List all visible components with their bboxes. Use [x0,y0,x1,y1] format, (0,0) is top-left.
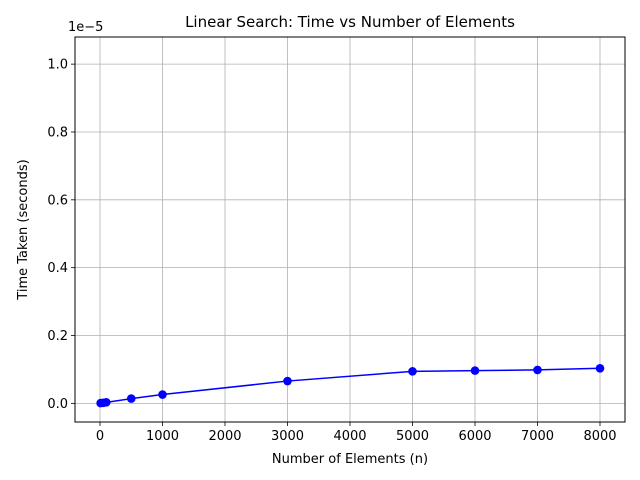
data-point [126,394,136,403]
y-tick-label: 0.0 [47,397,68,412]
chart-title: Linear Search: Time vs Number of Element… [185,13,515,31]
x-tick-label: 6000 [458,429,491,444]
x-tick-label: 3000 [271,429,304,444]
y-tick-label: 0.4 [47,261,68,276]
x-tick-label: 8000 [583,429,616,444]
x-tick-label: 2000 [208,429,241,444]
series-layer [96,364,605,408]
y-ticks: 0.0 0.2 0.4 0.6 0.8 1.0 [47,58,75,412]
data-point [595,364,605,373]
x-tick-label: 1000 [146,429,179,444]
x-ticks: 0 1000 2000 3000 4000 5000 6000 7000 8000 [96,422,617,444]
x-tick-label: 7000 [521,429,554,444]
x-tick-label: 0 [96,429,104,444]
x-tick-label: 5000 [396,429,429,444]
y-tick-label: 0.2 [47,329,68,344]
data-point [101,398,111,407]
data-point [408,367,417,376]
data-point [470,366,480,375]
y-tick-label: 0.6 [47,193,68,208]
y-tick-label: 1.0 [47,58,68,73]
data-point [158,390,167,399]
y-tick-label: 0.8 [47,125,68,140]
data-point [533,365,542,375]
x-tick-label: 4000 [333,429,366,444]
y-axis-offset-label: 1e−5 [68,20,103,35]
x-axis-label: Number of Elements (n) [272,452,428,467]
data-point [283,376,292,386]
y-axis-label: Time Taken (seconds) [16,159,31,300]
grid [75,37,625,422]
